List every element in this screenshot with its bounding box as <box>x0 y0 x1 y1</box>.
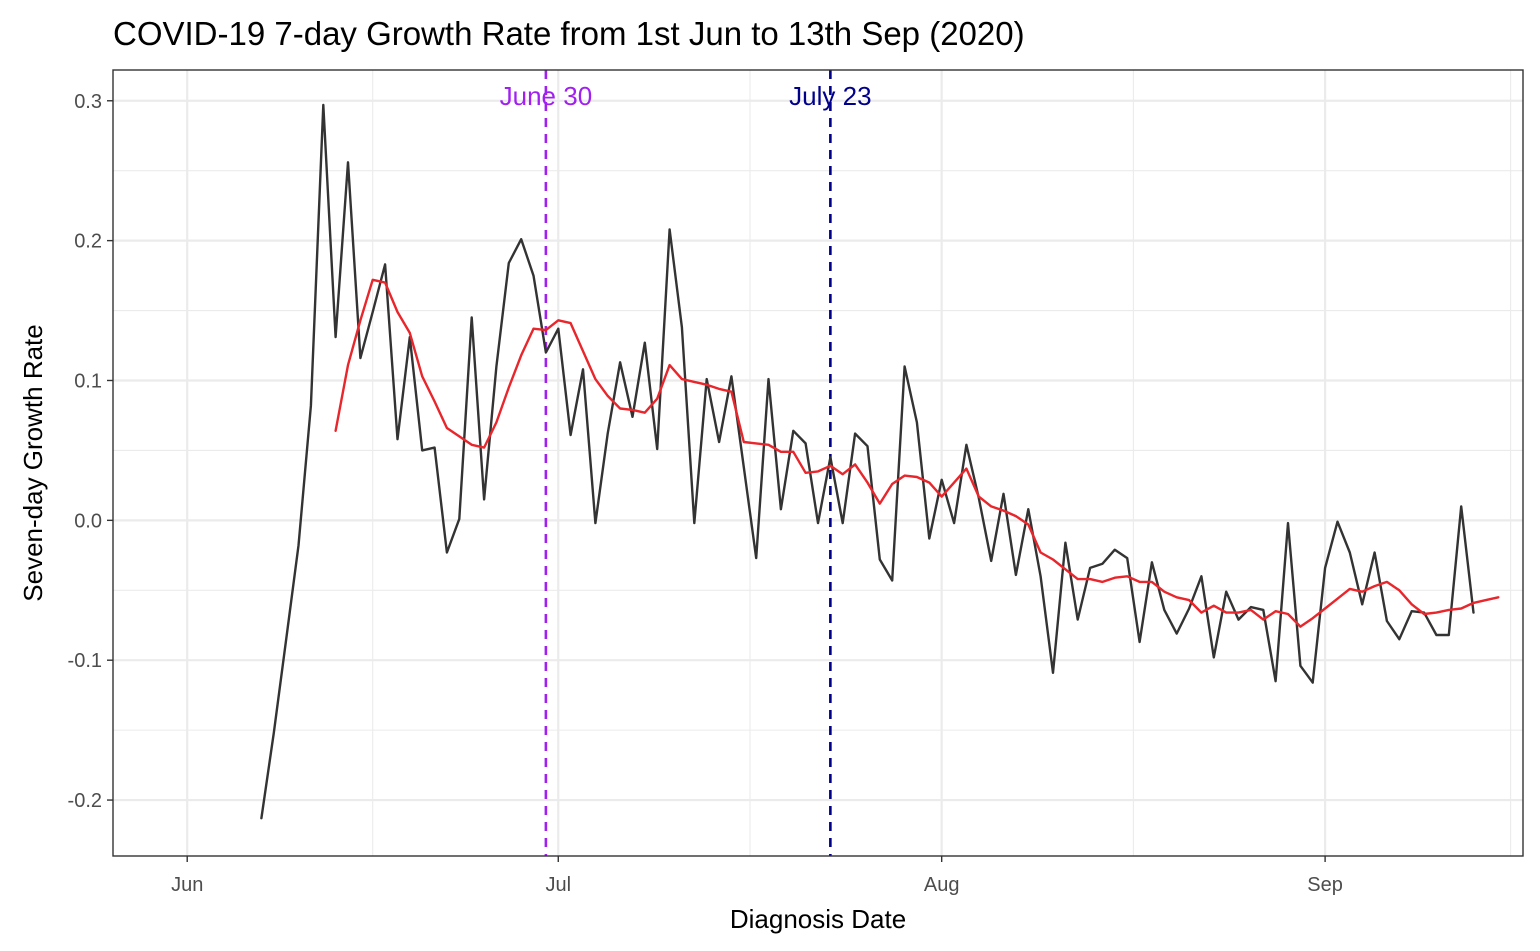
x-axis: Jun Jul Aug Sep <box>171 856 1343 896</box>
y-tick-label: 0.2 <box>74 231 102 253</box>
x-tick-label: Aug <box>924 874 960 896</box>
annotation-labels: June 30 July 23 <box>500 81 872 111</box>
y-tick-label: -0.2 <box>68 790 102 812</box>
y-tick-label: 0.0 <box>74 510 102 532</box>
x-axis-title: Diagnosis Date <box>730 904 906 934</box>
x-tick-label: Sep <box>1307 874 1343 896</box>
series-layer <box>260 103 1500 820</box>
chart-title: COVID-19 7-day Growth Rate from 1st Jun … <box>113 15 1025 52</box>
y-tick-label: 0.1 <box>74 370 102 392</box>
y-axis: -0.2 -0.1 0.0 0.1 0.2 0.3 <box>68 91 113 812</box>
y-tick-label: 0.3 <box>74 91 102 113</box>
plot-border <box>112 69 1524 857</box>
annotation-label: July 23 <box>789 81 871 111</box>
annotation-label: June 30 <box>500 81 593 111</box>
x-tick-label: Jul <box>545 874 571 896</box>
major-gridlines <box>113 70 1523 856</box>
series-line-smoothed <box>334 278 1500 628</box>
plot-panel <box>113 70 1523 856</box>
x-tick-label: Jun <box>171 874 203 896</box>
series-line-growth-rate <box>260 103 1475 820</box>
y-axis-title: Seven-day Growth Rate <box>18 324 48 601</box>
y-tick-label: -0.1 <box>68 650 102 672</box>
